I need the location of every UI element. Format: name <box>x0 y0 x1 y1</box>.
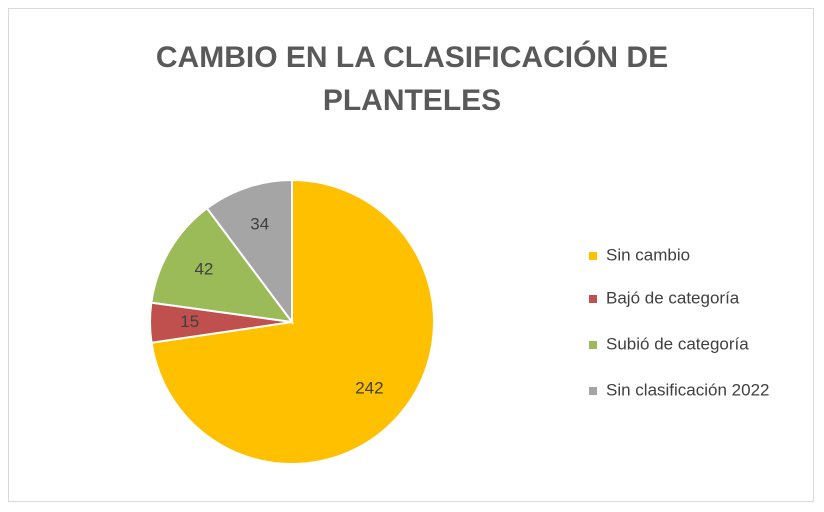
legend-label: Sin cambio <box>606 245 690 264</box>
data-label: 242 <box>355 378 383 397</box>
pie-slice <box>205 178 293 326</box>
legend-label: Subió de categoría <box>606 334 749 353</box>
data-label: 15 <box>180 312 199 331</box>
legend-marker <box>589 252 597 260</box>
pie-slice <box>150 206 295 324</box>
legend-label: Sin clasificación 2022 <box>606 380 769 399</box>
data-label: 34 <box>250 214 269 233</box>
chart-title: CAMBIO EN LA CLASIFICACIÓN DE PLANTELES <box>155 41 669 117</box>
chart-frame <box>8 8 814 502</box>
legend-label: Bajó de categoría <box>606 288 740 307</box>
data-label: 42 <box>194 260 213 279</box>
legend-marker <box>589 387 597 395</box>
legend-marker <box>589 341 597 349</box>
legend-marker <box>589 295 597 303</box>
